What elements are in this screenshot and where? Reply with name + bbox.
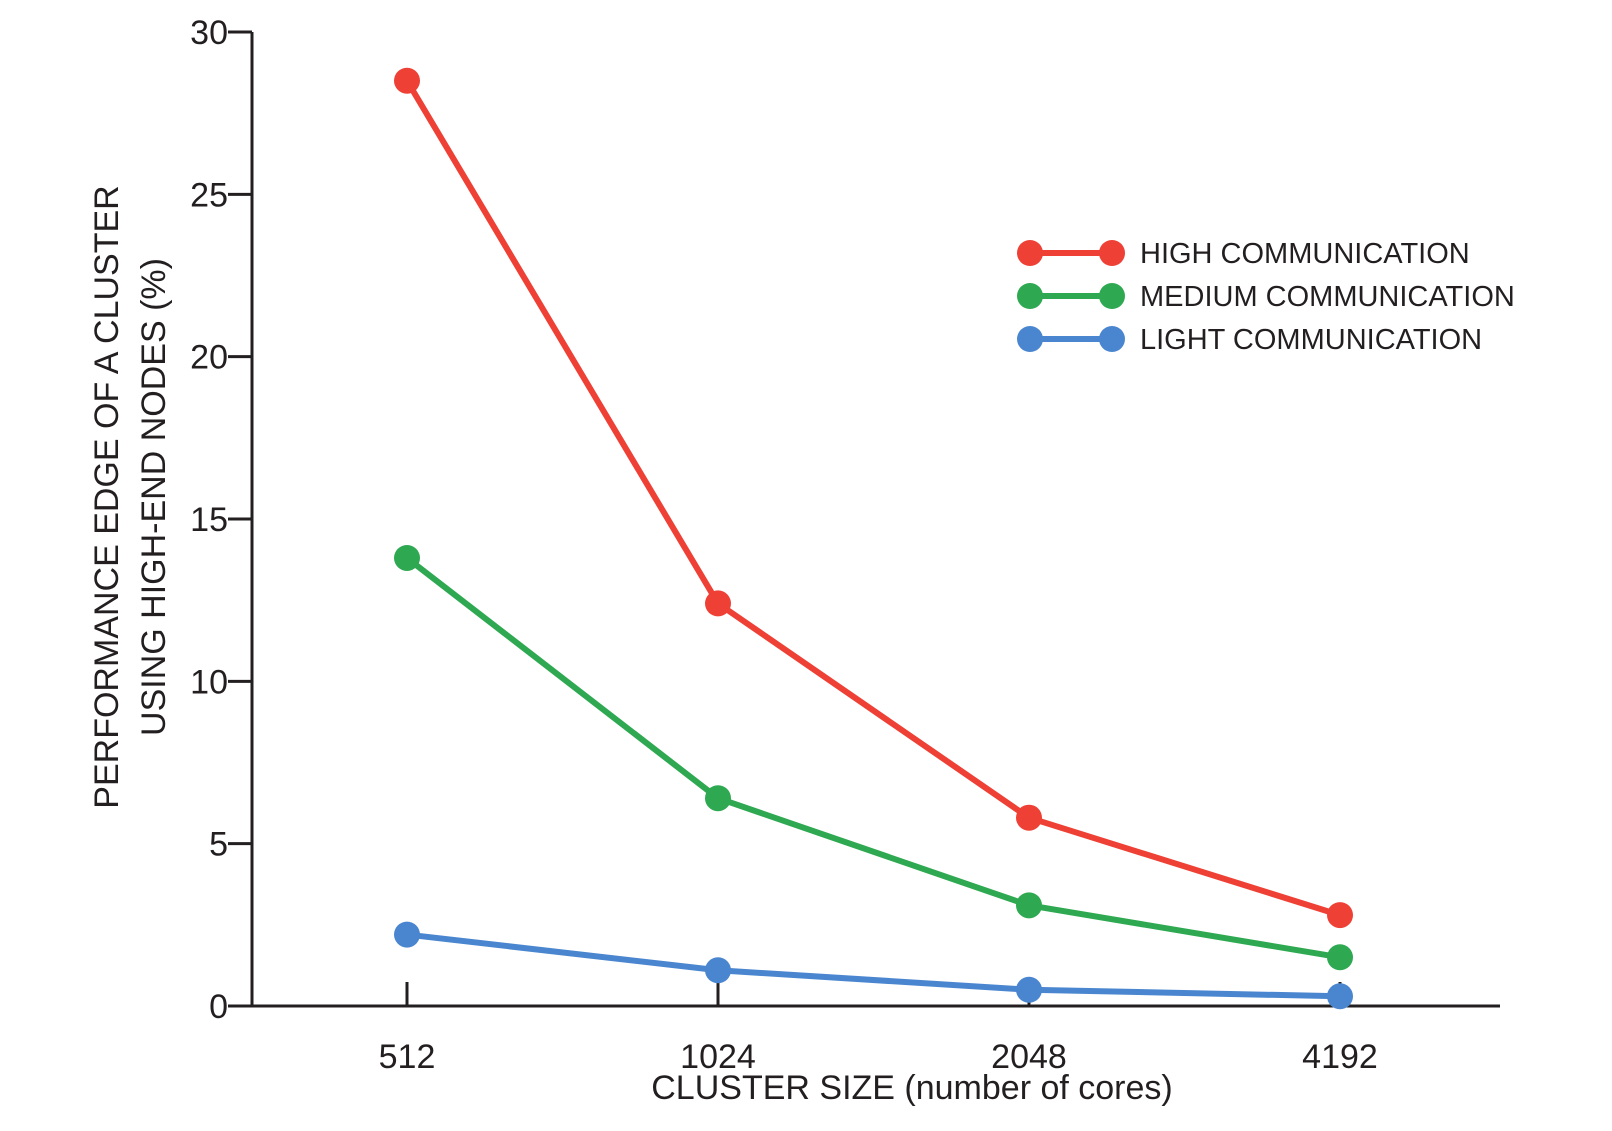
y-tick-label: 10	[190, 663, 228, 701]
data-point	[705, 785, 731, 812]
x-tick-label: 2048	[991, 1038, 1067, 1076]
axes	[250, 32, 1500, 1008]
y-tick-label: 5	[209, 826, 228, 864]
y-tick-label: 25	[190, 176, 228, 214]
y-tick-label: 0	[209, 988, 228, 1026]
y-ticks: 0 5 10 15 20 25 30	[190, 14, 252, 1026]
y-tick-label: 30	[190, 14, 228, 52]
data-point	[705, 957, 731, 984]
series-line	[404, 931, 1343, 1000]
data-point	[1327, 983, 1353, 1010]
x-ticks: 512 1024 2048 4192	[379, 982, 1378, 1076]
legend-label: HIGH COMMUNICATION	[1140, 238, 1470, 270]
legend-marker-end	[1099, 240, 1125, 266]
data-point	[394, 544, 420, 571]
y-axis-title-line-2: USING HIGH-END NODES (%)	[135, 258, 173, 736]
series-medium	[394, 544, 1353, 971]
legend-item: HIGH COMMUNICATION	[1017, 238, 1470, 270]
y-tick-label: 15	[190, 501, 228, 539]
series-layer	[394, 67, 1353, 1010]
legend-item: LIGHT COMMUNICATION	[1017, 324, 1482, 356]
series-light	[394, 921, 1353, 1010]
series-line	[404, 77, 1343, 919]
y-tick-label: 20	[190, 339, 228, 377]
x-tick-label: 1024	[680, 1038, 756, 1076]
y-axis-title-line-1: PERFORMANCE EDGE OF A CLUSTER	[88, 185, 126, 808]
data-point	[1016, 804, 1042, 831]
x-axis-title: CLUSTER SIZE (number of cores)	[651, 1069, 1172, 1107]
legend-marker-end	[1099, 326, 1125, 352]
legend-marker-end	[1099, 283, 1125, 309]
x-tick-label: 512	[379, 1038, 436, 1076]
legend-item: MEDIUM COMMUNICATION	[1017, 281, 1515, 313]
legend-marker-start	[1017, 283, 1043, 309]
data-point	[1327, 944, 1353, 971]
data-point	[394, 921, 420, 948]
legend-marker-start	[1017, 326, 1043, 352]
x-tick-label: 4192	[1302, 1038, 1378, 1076]
y-axis-title: PERFORMANCE EDGE OF A CLUSTER USING HIGH…	[88, 185, 173, 808]
legend-marker-start	[1017, 240, 1043, 266]
series-high	[394, 67, 1353, 929]
data-point	[1016, 892, 1042, 919]
legend-label: MEDIUM COMMUNICATION	[1140, 281, 1515, 313]
data-point	[1327, 902, 1353, 929]
data-point	[705, 590, 731, 617]
legend: HIGH COMMUNICATION MEDIUM COMMUNICATION LI…	[1017, 238, 1515, 356]
data-point	[394, 67, 420, 94]
data-point	[1016, 976, 1042, 1003]
legend-label: LIGHT COMMUNICATION	[1140, 324, 1482, 356]
series-line	[404, 554, 1343, 961]
